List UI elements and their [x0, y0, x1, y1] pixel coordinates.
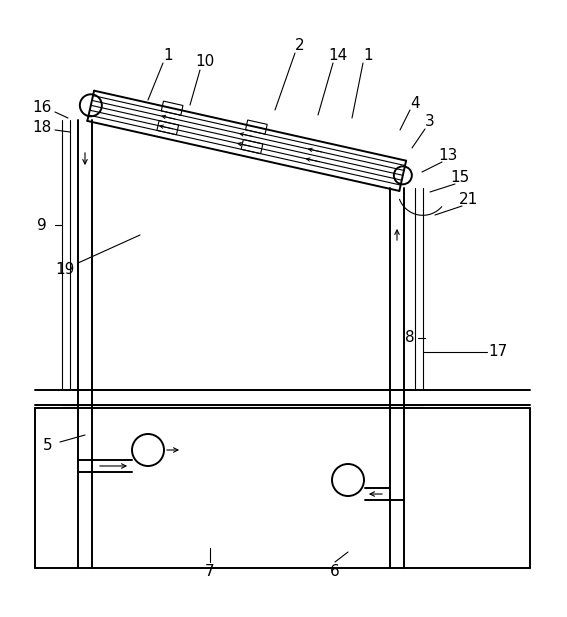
Text: 1: 1 — [163, 48, 173, 62]
Text: 1: 1 — [363, 48, 373, 62]
Text: 9: 9 — [37, 218, 47, 233]
Text: 17: 17 — [488, 344, 507, 360]
Text: 4: 4 — [410, 96, 420, 110]
Text: 15: 15 — [450, 170, 469, 186]
Text: 14: 14 — [328, 48, 348, 62]
Text: 8: 8 — [405, 331, 415, 346]
Text: 10: 10 — [196, 54, 215, 70]
Text: 19: 19 — [56, 262, 75, 278]
Text: 13: 13 — [438, 147, 458, 162]
Text: 5: 5 — [43, 437, 53, 452]
Text: 16: 16 — [32, 101, 52, 115]
Text: 21: 21 — [458, 193, 477, 207]
Text: 18: 18 — [32, 120, 52, 136]
Text: 6: 6 — [330, 565, 340, 579]
Text: 3: 3 — [425, 115, 435, 130]
Text: 7: 7 — [205, 565, 215, 579]
Text: 2: 2 — [295, 38, 305, 52]
